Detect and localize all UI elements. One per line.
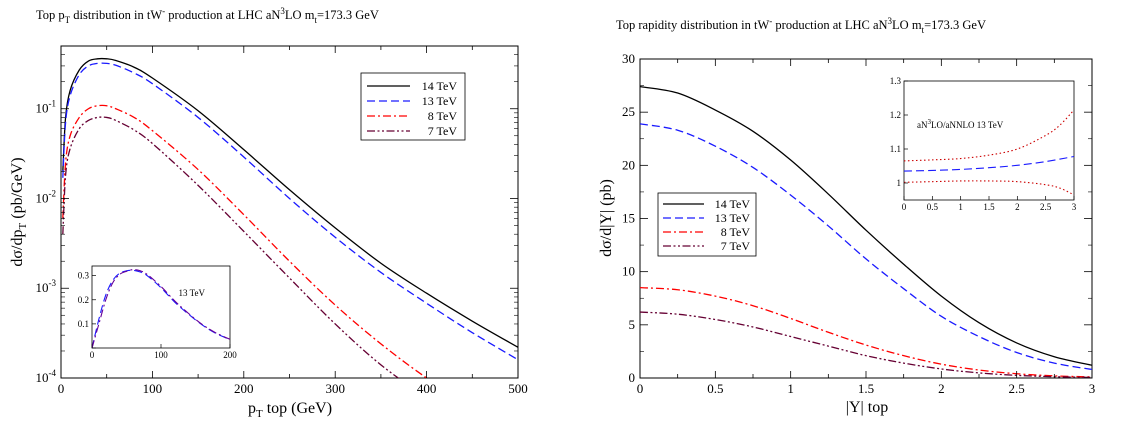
right-inset-x-tick-label: 0.5 — [927, 202, 939, 212]
right-y-tick-label: 15 — [622, 211, 635, 226]
right-series-line-7-tev — [640, 311, 1092, 378]
right-inset: 0 0.5 1 1.5 2 2.5 3 1 1.1 1.2 1.3 aN3LO/aNNLO 13 T… — [890, 76, 1077, 212]
left-inset-series-line-1 — [92, 269, 230, 348]
left-legend-label: 8 TeV — [428, 109, 458, 123]
right-y-axis-label: dσ/d|Y| (pb) — [598, 179, 615, 257]
left-inset-x-tick-label: 200 — [223, 350, 237, 360]
right-series-line-14-tev — [640, 86, 1092, 366]
left-x-tick-label: 0 — [58, 381, 65, 396]
left-y-tick-label: 10-1 — [36, 99, 57, 116]
right-inset-y-tick-label: 1.3 — [890, 76, 902, 86]
left-inset-series — [92, 269, 230, 348]
left-y-axis-label: dσ/dpT (pb/GeV) — [9, 157, 29, 266]
left-series-line-7-tev — [62, 116, 400, 378]
left-legend-label: 14 TeV — [422, 79, 458, 93]
right-y-tick-label: 30 — [622, 51, 635, 66]
right-y-tick-label: 25 — [622, 104, 635, 119]
left-chart: 0 100 200 300 400 500 10-4 10-3 10-2 10-1 pT top … — [9, 45, 528, 420]
left-x-axis-label: pT top (GeV) — [248, 400, 332, 420]
right-x-tick-label: 2.5 — [1009, 381, 1025, 396]
left-inset-x-tick-label: 0 — [90, 350, 95, 360]
right-chart-title: Top rapidity distribution in tW- product… — [616, 16, 986, 35]
right-x-tick-label: 1 — [787, 381, 794, 396]
right-y-tick-label: 20 — [622, 157, 635, 172]
right-x-tick-label: 2 — [938, 381, 945, 396]
right-inset-x-tick-label: 3 — [1072, 202, 1077, 212]
right-x-tick-label: 0 — [637, 381, 644, 396]
right-x-tick-label: 3 — [1089, 381, 1096, 396]
left-x-tick-label: 200 — [234, 381, 254, 396]
right-inset-x-tick-label: 2 — [1015, 202, 1020, 212]
left-series-line-13-tev — [62, 62, 518, 361]
left-inset-x-tick-label: 100 — [154, 350, 168, 360]
left-inset-frame — [91, 265, 231, 349]
right-inset-x-tick-label: 0 — [902, 202, 907, 212]
right-inset-series-line-0 — [904, 155, 1074, 172]
right-inset-label: aN3LO/aNNLO 13 TeV — [917, 118, 1004, 130]
left-x-tick-label: 500 — [508, 381, 528, 396]
right-legend-label: 7 TeV — [721, 239, 751, 253]
right-inset-x-tick-label: 1 — [958, 202, 963, 212]
left-inset-y-tick-label: 0.2 — [78, 295, 89, 305]
left-series-line-8-tev — [62, 104, 428, 378]
left-x-tick-label: 300 — [325, 381, 345, 396]
right-inset-ticks: 0 0.5 1 1.5 2 2.5 3 1 1.1 1.2 1.3 — [890, 76, 1077, 212]
left-legend-box — [360, 72, 466, 141]
left-legend-label: 7 TeV — [428, 124, 458, 138]
right-inset-y-tick-label: 1 — [897, 178, 902, 188]
left-chart-title: Top pT distribution in tW- production at… — [36, 6, 379, 25]
left-y-tick-label: 10-4 — [36, 368, 57, 385]
right-inset-x-tick-label: 1.5 — [983, 202, 995, 212]
right-y-tick-label: 10 — [622, 264, 635, 279]
right-inset-x-tick-label: 2.5 — [1040, 202, 1052, 212]
left-x-tick-label: 100 — [143, 381, 163, 396]
left-x-tick-label: 400 — [417, 381, 437, 396]
right-legend-label: 13 TeV — [715, 211, 751, 225]
left-legend-label: 13 TeV — [422, 94, 458, 108]
left-inset: 0 100 200 0.1 0.2 0.3 13 TeV — [78, 265, 238, 360]
left-inset-ticks: 0 100 200 0.1 0.2 0.3 — [78, 271, 238, 360]
right-x-tick-label: 0.5 — [707, 381, 723, 396]
right-x-tick-label: 1.5 — [858, 381, 874, 396]
right-series-line-8-tev — [640, 286, 1092, 378]
right-x-axis-label: |Y| top — [846, 399, 888, 416]
left-inset-label: 13 TeV — [179, 288, 206, 298]
left-axis-ticks: 0 100 200 300 400 500 10-4 10-3 10-2 10-1 — [36, 45, 528, 396]
left-series-line-14-tev — [62, 57, 518, 348]
right-inset-series — [904, 109, 1074, 196]
right-inset-y-tick-label: 1.1 — [890, 144, 901, 154]
right-series-line-13-tev — [640, 123, 1092, 371]
left-series-group — [62, 57, 518, 378]
left-inset-series-line-0 — [92, 269, 230, 348]
right-legend-label: 14 TeV — [715, 197, 751, 211]
left-y-tick-label: 10-2 — [36, 188, 57, 205]
left-y-tick-label: 10-3 — [36, 278, 57, 295]
left-inset-y-tick-label: 0.1 — [78, 319, 89, 329]
right-y-tick-label: 0 — [629, 370, 636, 385]
right-y-tick-label: 5 — [629, 317, 636, 332]
right-inset-frame — [903, 80, 1075, 201]
right-legend-label: 8 TeV — [721, 225, 751, 239]
left-inset-y-tick-label: 0.3 — [78, 271, 90, 281]
right-inset-y-tick-label: 1.2 — [890, 110, 901, 120]
